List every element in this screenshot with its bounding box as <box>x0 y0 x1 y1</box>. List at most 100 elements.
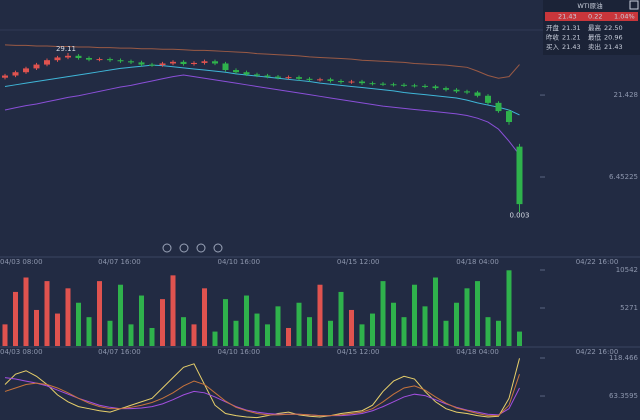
volume-bar <box>286 327 291 346</box>
volume-bar <box>244 295 249 346</box>
volume-bar <box>139 295 144 346</box>
candle-body <box>86 58 92 60</box>
x-tick-label: 04/03 08:00 <box>0 258 43 266</box>
volume-bar <box>170 275 176 346</box>
volume-bar <box>391 302 396 346</box>
volume-bar <box>317 284 323 346</box>
candle-body <box>222 63 229 71</box>
candle-body <box>23 68 29 73</box>
quote-strip <box>545 12 638 21</box>
x-tick-label: 04/10 16:00 <box>218 258 261 266</box>
y-tick-label: 118.466 <box>609 354 638 362</box>
x-tick-label: 04/18 04:00 <box>456 258 499 266</box>
volume-bar <box>86 317 92 346</box>
candle-body <box>159 63 166 66</box>
candle-body <box>317 79 323 81</box>
candle-body <box>338 80 344 83</box>
volume-bar <box>55 313 60 346</box>
y-tick-label: 6.45225 <box>609 173 638 181</box>
volume-bar <box>34 309 39 346</box>
quote-title: WTI原油 <box>577 1 602 10</box>
volume-bar <box>76 302 81 346</box>
x-tick-label: 04/22 16:00 <box>576 348 619 356</box>
price: 21.43 <box>558 13 577 21</box>
candle-body <box>138 62 145 65</box>
quote-cell: 20.96 <box>604 34 623 42</box>
zoom-out[interactable] <box>162 243 172 253</box>
volume-bar <box>23 277 29 346</box>
candle-body <box>506 111 512 123</box>
candle-body <box>422 85 428 87</box>
x-tick-label: 04/18 04:00 <box>456 348 499 356</box>
volume-bar <box>359 324 365 346</box>
volume-bar <box>496 320 501 346</box>
volume-bar <box>202 288 207 346</box>
x-tick-label: 04/15 12:00 <box>337 348 380 356</box>
candle-body <box>96 59 103 61</box>
volume-bar <box>307 317 312 346</box>
volume-bar <box>181 317 186 346</box>
candle-body <box>170 61 176 64</box>
close-icon[interactable] <box>629 0 639 10</box>
volume-bar <box>118 284 123 346</box>
quote-cell: 21.43 <box>604 43 623 51</box>
volume-bar <box>517 331 522 346</box>
candle-body <box>180 61 187 65</box>
x-tick-label: 04/07 16:00 <box>98 348 141 356</box>
candle-body <box>12 72 19 76</box>
candle-body <box>348 81 355 83</box>
y-tick-label: 21.428 <box>614 91 639 99</box>
indicator-line <box>4 64 520 116</box>
candle-body <box>254 74 260 76</box>
candle-body <box>516 146 523 205</box>
quote-cell: 最高 <box>588 23 602 32</box>
volume-bar <box>443 320 449 346</box>
scroll-left[interactable] <box>179 243 189 253</box>
candle-body <box>201 61 208 63</box>
candle-body <box>359 81 365 84</box>
candle-body <box>275 76 281 78</box>
x-tick-label: 04/03 08:00 <box>0 348 43 356</box>
candle-body <box>54 57 61 61</box>
candle-body <box>128 61 134 63</box>
candle-body <box>306 78 313 80</box>
zoom-buttons[interactable] <box>162 243 223 253</box>
volume-bar <box>160 299 165 346</box>
change: 0.22 <box>588 13 602 21</box>
volume-bar <box>107 320 113 346</box>
volume-bar <box>349 309 354 346</box>
y-tick-label: 10542 <box>616 266 638 274</box>
volume-bar <box>506 270 512 346</box>
volume-bar <box>254 313 260 346</box>
candle-body <box>65 55 71 58</box>
candle-body <box>464 91 470 93</box>
candle-body <box>390 84 397 86</box>
x-tick-label: 04/15 12:00 <box>337 258 380 266</box>
quote-cell: 卖出 <box>588 42 601 51</box>
candle-body <box>264 75 271 77</box>
volume-bar <box>223 299 228 346</box>
volume-bar <box>44 281 50 346</box>
candle-body <box>432 86 439 89</box>
indicator-line <box>4 374 520 417</box>
high-annotation: 29.11 <box>56 45 76 53</box>
scroll-right[interactable] <box>196 243 206 253</box>
candle-body <box>495 102 502 112</box>
volume-bar <box>128 324 134 346</box>
zoom-in[interactable] <box>213 243 223 253</box>
candle-body <box>212 61 218 64</box>
candle-body <box>149 64 155 66</box>
candle-body <box>485 95 491 103</box>
low-annotation: 0.003 <box>509 211 529 219</box>
volume-bar <box>485 317 491 346</box>
candle-body <box>33 64 40 69</box>
volume-bar <box>275 306 281 346</box>
volume-bar <box>464 288 470 346</box>
volume-bar <box>412 284 417 346</box>
volume-bar <box>454 302 459 346</box>
volume-bar <box>328 320 333 346</box>
indicator-line <box>4 377 520 417</box>
volume-bar <box>422 306 428 346</box>
x-tick-label: 04/10 16:00 <box>218 348 261 356</box>
